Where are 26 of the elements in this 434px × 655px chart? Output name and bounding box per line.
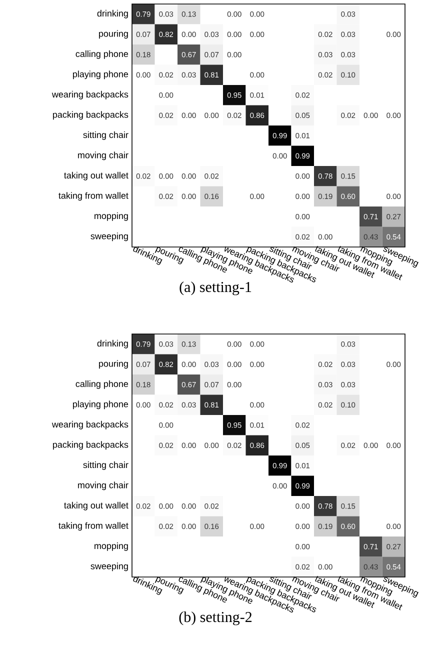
y-tick-label: sitting chair [83,461,128,470]
y-tick-label: packing backpacks [53,441,128,450]
y-tick-label: drinking [97,10,128,18]
y-tick-label: taking out wallet [64,502,128,510]
y-tick-label: sitting chair [83,131,128,140]
y-tick-label: sweeping [90,562,128,572]
y-tick-label: sweeping [90,232,128,242]
y-tick-label: pouring [99,360,128,369]
y-tick-label: wearing backpacks [52,90,128,100]
text: (a) setting-1 [180,282,252,296]
y-tick-label: taking out wallet [64,172,128,180]
y-tick-label: mopping [94,542,128,551]
y-tick-label: playing phone [73,70,128,80]
y-tick-label: moving chair [78,482,128,490]
y-tick-label: pouring [99,30,128,39]
y-tick-label: drinking [97,340,128,348]
y-tick-label: wearing backpacks [52,420,128,430]
y-tick-label: calling phone [76,380,128,389]
y-tick-label: mopping [94,212,128,221]
text: (b) setting-2 [179,612,252,626]
y-tick-label: taking from wallet [58,192,128,201]
y-tick-label: playing phone [73,400,128,410]
y-tick-label: packing backpacks [53,111,128,120]
y-tick-label: taking from wallet [58,522,128,531]
y-tick-label: calling phone [76,50,128,59]
y-tick-label: moving chair [78,152,128,160]
